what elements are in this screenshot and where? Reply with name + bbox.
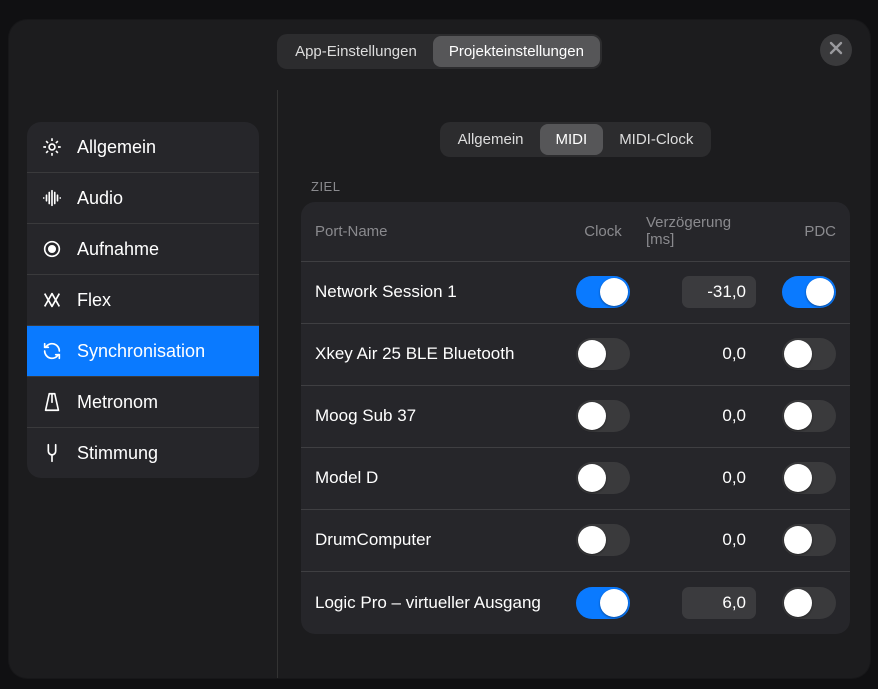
window-topbar: App-Einstellungen Projekteinstellungen [9, 20, 870, 82]
port-name-label: Xkey Air 25 BLE Bluetooth [315, 343, 560, 364]
tuning-fork-icon [41, 442, 63, 464]
subtab-midi-clock[interactable]: MIDI-Clock [603, 124, 709, 155]
sub-tab-wrap: Allgemein MIDI MIDI-Clock [301, 122, 850, 157]
delay-value: 0,0 [682, 524, 756, 556]
sidebar-item-label: Flex [77, 290, 111, 311]
toggle-knob [784, 402, 812, 430]
toggle-knob [578, 464, 606, 492]
sidebar-item-record[interactable]: Aufnahme [27, 224, 259, 275]
sidebar-item-sync[interactable]: Synchronisation [27, 326, 259, 377]
port-name-label: Logic Pro – virtueller Ausgang [315, 592, 560, 613]
port-name-label: Model D [315, 467, 560, 488]
sidebar: Allgemein Audio Aufnahme [9, 90, 277, 678]
delay-value: 0,0 [682, 338, 756, 370]
gear-icon [41, 136, 63, 158]
metronome-icon [41, 391, 63, 413]
sidebar-item-general[interactable]: Allgemein [27, 122, 259, 173]
sidebar-item-label: Aufnahme [77, 239, 159, 260]
toggle-knob [578, 526, 606, 554]
toggle-knob [784, 340, 812, 368]
table-header-row: Port-Name Clock Verzögerung [ms] PDC [301, 202, 850, 262]
toggle-knob [784, 464, 812, 492]
sidebar-item-metronome[interactable]: Metronom [27, 377, 259, 428]
table-row: Moog Sub 37 0,0 [301, 386, 850, 448]
clock-toggle[interactable] [576, 587, 630, 619]
clock-toggle[interactable] [576, 338, 630, 370]
pdc-toggle[interactable] [782, 276, 836, 308]
record-icon [41, 238, 63, 260]
table-row: Model D 0,0 [301, 448, 850, 510]
flex-icon [41, 289, 63, 311]
port-name-label: Network Session 1 [315, 281, 560, 302]
port-name-label: DrumComputer [315, 529, 560, 550]
toggle-knob [806, 278, 834, 306]
pdc-toggle[interactable] [782, 338, 836, 370]
tab-app-settings[interactable]: App-Einstellungen [279, 36, 433, 67]
top-tab-segment: App-Einstellungen Projekteinstellungen [277, 34, 602, 69]
port-name-label: Moog Sub 37 [315, 405, 560, 426]
sidebar-item-label: Synchronisation [77, 341, 205, 362]
delay-value[interactable]: -31,0 [682, 276, 756, 308]
sidebar-item-flex[interactable]: Flex [27, 275, 259, 326]
header-clock: Clock [566, 223, 640, 240]
midi-targets-panel: Port-Name Clock Verzögerung [ms] PDC Net… [301, 202, 850, 634]
toggle-knob [578, 402, 606, 430]
header-delay: Verzögerung [ms] [646, 214, 756, 249]
toggle-knob [784, 526, 812, 554]
delay-value: 0,0 [682, 400, 756, 432]
window-body: Allgemein Audio Aufnahme [9, 90, 870, 678]
sync-icon [41, 340, 63, 362]
sidebar-item-label: Audio [77, 188, 123, 209]
header-port: Port-Name [315, 223, 560, 240]
clock-toggle[interactable] [576, 462, 630, 494]
delay-value[interactable]: 6,0 [682, 587, 756, 619]
clock-toggle[interactable] [576, 276, 630, 308]
close-button[interactable] [820, 34, 852, 66]
sidebar-item-tuning[interactable]: Stimmung [27, 428, 259, 478]
toggle-knob [600, 278, 628, 306]
toggle-knob [578, 340, 606, 368]
toggle-knob [600, 589, 628, 617]
table-row: DrumComputer 0,0 [301, 510, 850, 572]
pdc-toggle[interactable] [782, 524, 836, 556]
table-row: Logic Pro – virtueller Ausgang 6,0 [301, 572, 850, 634]
pdc-toggle[interactable] [782, 400, 836, 432]
pdc-toggle[interactable] [782, 462, 836, 494]
settings-window: App-Einstellungen Projekteinstellungen A… [9, 20, 870, 678]
sidebar-list: Allgemein Audio Aufnahme [27, 122, 259, 478]
table-row: Network Session 1 -31,0 [301, 262, 850, 324]
sidebar-item-label: Metronom [77, 392, 158, 413]
toggle-knob [784, 589, 812, 617]
subtab-general[interactable]: Allgemein [442, 124, 540, 155]
clock-toggle[interactable] [576, 400, 630, 432]
subtab-midi[interactable]: MIDI [540, 124, 604, 155]
waveform-icon [41, 187, 63, 209]
table-row: Xkey Air 25 BLE Bluetooth 0,0 [301, 324, 850, 386]
sidebar-item-audio[interactable]: Audio [27, 173, 259, 224]
pdc-toggle[interactable] [782, 587, 836, 619]
delay-value: 0,0 [682, 462, 756, 494]
sidebar-item-label: Stimmung [77, 443, 158, 464]
clock-toggle[interactable] [576, 524, 630, 556]
section-label-target: ZIEL [311, 179, 850, 194]
sub-tab-segment: Allgemein MIDI MIDI-Clock [440, 122, 712, 157]
main-panel: Allgemein MIDI MIDI-Clock ZIEL Port-Name… [277, 90, 870, 678]
close-icon [829, 41, 843, 60]
sidebar-item-label: Allgemein [77, 137, 156, 158]
tab-project-settings[interactable]: Projekteinstellungen [433, 36, 600, 67]
header-pdc: PDC [762, 223, 836, 240]
